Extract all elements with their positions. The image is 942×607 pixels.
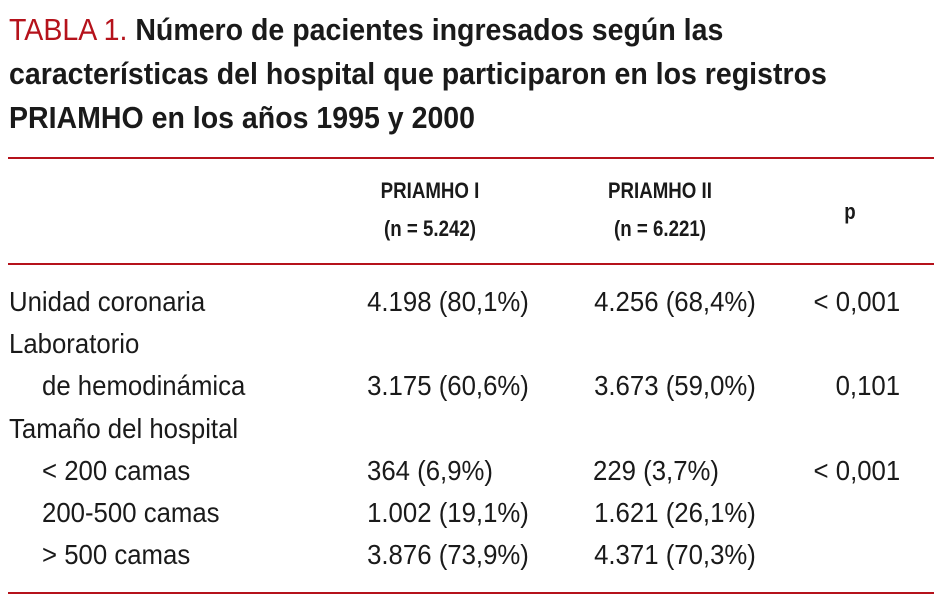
column-header-p: p	[808, 193, 893, 231]
column-header-priamho-2: PRIAMHO II (n = 6.221)	[575, 172, 745, 248]
row-label: > 500 camas	[42, 539, 191, 570]
p-value-cell: < 0,001	[813, 455, 900, 486]
priamho-1-cell: 1.002 (19,1%)	[367, 497, 529, 528]
row-label: de hemodinámica	[42, 370, 246, 401]
row-label: < 200 camas	[42, 455, 191, 486]
row-label: 200-500 camas	[42, 497, 220, 528]
table-caption: Número de pacientes ingresados según las…	[9, 12, 827, 135]
priamho-1-cell: 364 (6,9%)	[366, 455, 494, 486]
header-rule	[8, 263, 934, 265]
column-header-priamho-1: PRIAMHO I (n = 5.242)	[345, 172, 515, 248]
p-value-cell: 0,101	[835, 370, 900, 401]
priamho-2-cell: 1.621 (26,1%)	[594, 497, 756, 528]
row-label: Unidad coronaria	[9, 286, 206, 317]
column-header-name: p	[844, 199, 856, 224]
top-rule	[8, 157, 934, 159]
table-title: TABLA 1. Número de pacientes ingresados …	[9, 8, 855, 140]
table-label: TABLA 1.	[9, 12, 128, 47]
column-header-name: PRIAMHO II	[608, 178, 712, 203]
priamho-1-cell: 3.175 (60,6%)	[367, 370, 529, 401]
row-label: Tamaño del hospital	[9, 413, 239, 444]
priamho-1-cell: 4.198 (80,1%)	[367, 286, 529, 317]
p-value-cell: < 0,001	[813, 286, 900, 317]
column-header-n: (n = 5.242)	[384, 216, 476, 241]
row-label: Laboratorio	[9, 328, 140, 359]
priamho-2-cell: 3.673 (59,0%)	[594, 370, 756, 401]
priamho-1-cell: 3.876 (73,9%)	[367, 539, 529, 570]
column-header-name: PRIAMHO I	[380, 178, 480, 203]
priamho-2-cell: 4.371 (70,3%)	[594, 539, 756, 570]
column-header-n: (n = 6.221)	[614, 216, 706, 241]
priamho-2-cell: 229 (3,7%)	[592, 455, 720, 486]
priamho-2-cell: 4.256 (68,4%)	[594, 286, 756, 317]
bottom-rule	[8, 592, 934, 594]
